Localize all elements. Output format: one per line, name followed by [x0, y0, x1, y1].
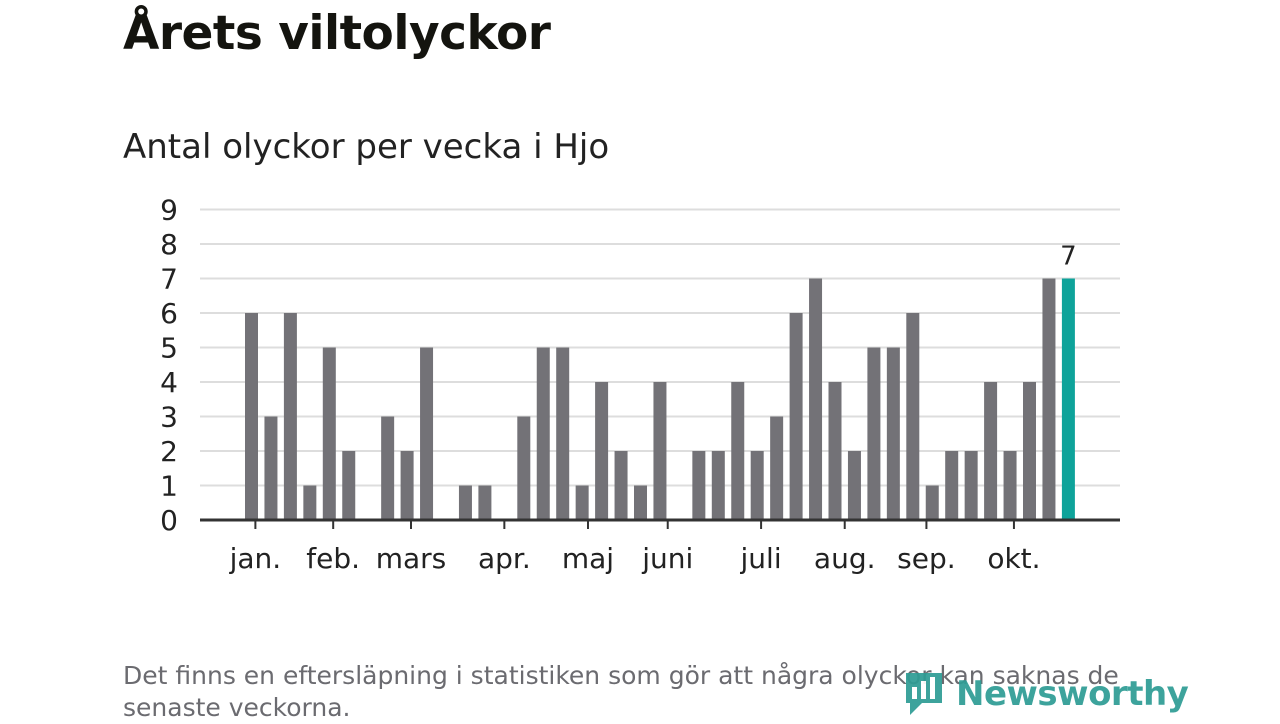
x-tick-label: juni [641, 542, 693, 575]
bar [731, 382, 745, 520]
x-tick-label: aug. [814, 542, 876, 575]
bar [653, 382, 667, 520]
bar [1003, 451, 1017, 520]
x-tick-label: apr. [478, 542, 531, 575]
newsworthy-logo: Newsworthy [902, 668, 1189, 720]
bar-chart-icon [906, 673, 942, 715]
bar [964, 451, 978, 520]
bar-highlight [1061, 278, 1075, 520]
y-tick-label: 8 [160, 228, 178, 261]
bar [614, 451, 628, 520]
bar [322, 347, 336, 520]
bars [245, 278, 1075, 520]
bar [575, 485, 589, 520]
bar [984, 382, 998, 520]
bar [750, 451, 764, 520]
footnote: Det finns en eftersläpning i statistiken… [123, 661, 1119, 722]
x-axis-ticks: jan. feb. mars apr. maj juni juli aug. sep. okt. [229, 520, 1041, 575]
logo-text: Newsworthy [956, 674, 1189, 714]
y-tick-label: 4 [160, 366, 178, 399]
bar [283, 313, 297, 520]
y-tick-label: 1 [160, 470, 178, 503]
bar [556, 347, 570, 520]
bar [925, 485, 939, 520]
bar [945, 451, 959, 520]
x-tick-label: feb. [306, 542, 360, 575]
chart-subtitle: Antal olyckor per vecka i Hjo [123, 127, 610, 167]
x-tick-label: sep. [897, 542, 956, 575]
bar [847, 451, 861, 520]
bar [1023, 382, 1036, 520]
bar [517, 416, 531, 520]
bar [1042, 278, 1056, 520]
y-tick-label: 6 [160, 297, 178, 330]
y-tick-label: 5 [160, 332, 178, 365]
y-tick-label: 9 [160, 194, 178, 227]
bar [400, 451, 414, 520]
bar [264, 416, 278, 520]
data-labels: 7 [1060, 242, 1077, 272]
bar [595, 382, 609, 520]
x-tick-label: maj [562, 542, 614, 575]
bar [828, 382, 842, 520]
x-tick-label: mars [376, 542, 447, 575]
bar [634, 485, 647, 520]
bar [420, 347, 434, 520]
y-tick-label: 0 [160, 504, 178, 537]
bar [692, 451, 706, 520]
x-tick-label: juli [740, 542, 782, 575]
chart-title: Årets viltolyckor [123, 6, 551, 61]
x-tick-label: okt. [987, 542, 1040, 575]
y-tick-label: 3 [160, 401, 178, 434]
bar [867, 347, 881, 520]
data-label-latest: 7 [1060, 242, 1077, 272]
bar [809, 278, 823, 520]
bar [478, 485, 492, 520]
bar [342, 451, 356, 520]
y-tick-label: 2 [160, 435, 178, 468]
bar [458, 485, 472, 520]
bar [245, 313, 258, 520]
bar [381, 416, 395, 520]
x-tick-label: jan. [229, 542, 282, 575]
bar [303, 485, 317, 520]
y-tick-label: 7 [160, 263, 178, 296]
bar [711, 451, 725, 520]
bar [536, 347, 550, 520]
bar [906, 313, 920, 520]
bar [789, 313, 803, 520]
bar [886, 347, 900, 520]
bar [770, 416, 784, 520]
